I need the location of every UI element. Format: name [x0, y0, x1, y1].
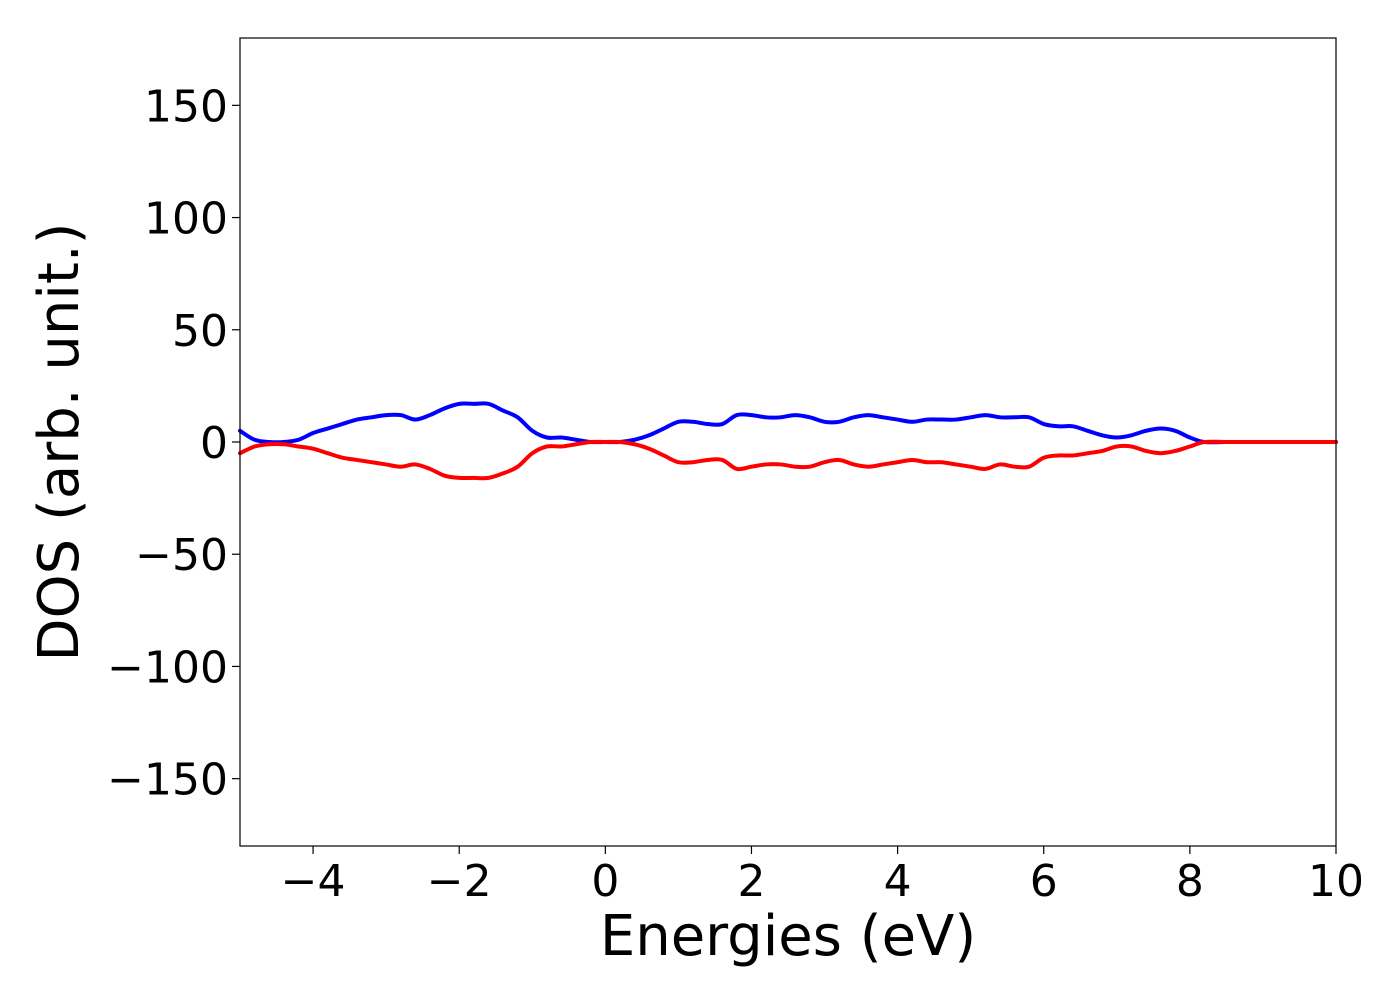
y-axis-label: DOS (arb. unit.)	[27, 222, 92, 661]
y-axis: −150 −100 −50 0 50 100 150	[107, 81, 240, 806]
x-axis-label: Energies (eV)	[600, 904, 976, 969]
y-tick-label: −50	[135, 530, 228, 581]
x-tick-label: −2	[427, 856, 492, 907]
y-tick-label: 50	[172, 306, 228, 357]
series-line-1	[238, 401, 1338, 445]
series-layer	[238, 401, 1338, 481]
x-tick-label: 8	[1176, 856, 1204, 907]
y-tick-label: 150	[144, 81, 228, 132]
x-tick-label: 4	[884, 856, 912, 907]
y-tick-label: −100	[107, 642, 228, 693]
y-tick-label: 0	[200, 418, 228, 469]
series-line-2	[238, 439, 1338, 481]
x-tick-label: 0	[591, 856, 619, 907]
x-axis: −4 −2 0 2 4 6 8 10	[281, 846, 1364, 907]
plot-area	[240, 38, 1336, 846]
x-tick-label: 6	[1030, 856, 1058, 907]
x-tick-label: −4	[281, 856, 346, 907]
y-tick-label: −150	[107, 755, 228, 806]
x-tick-label: 2	[737, 856, 765, 907]
x-tick-label: 10	[1308, 856, 1364, 907]
y-tick-label: 100	[144, 194, 228, 245]
